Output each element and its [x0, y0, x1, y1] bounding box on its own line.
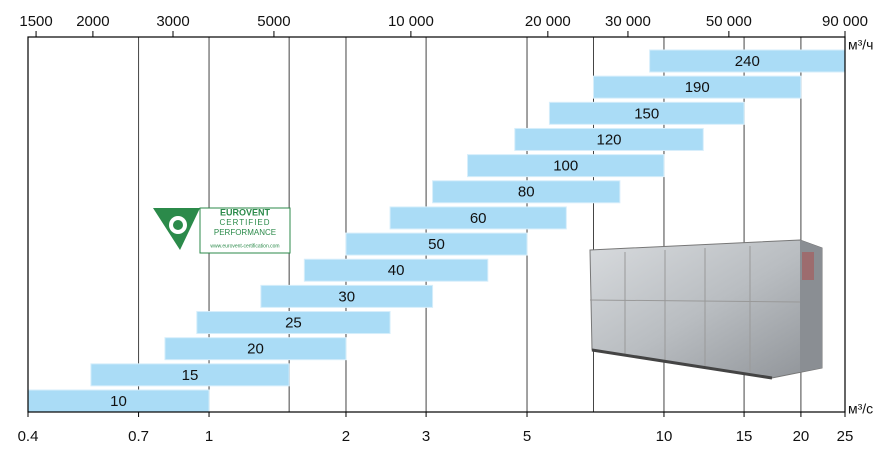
logo-text: EUROVENT — [220, 207, 271, 217]
x-tick-label: 25 — [837, 428, 854, 445]
x2-tick-label: 1500 — [19, 13, 52, 30]
x-tick-label: 10 — [656, 428, 673, 445]
x-unit: м³/с — [848, 401, 873, 417]
x2-tick-label: 30 000 — [605, 13, 651, 30]
x-tick-label: 15 — [736, 428, 753, 445]
bar-label: 60 — [470, 210, 487, 227]
bar-label: 240 — [735, 53, 760, 70]
bar-label: 25 — [285, 315, 302, 332]
x-tick-label: 3 — [422, 428, 430, 445]
bar — [196, 311, 391, 335]
x-tick-label: 20 — [793, 428, 810, 445]
bar-label: 40 — [388, 262, 405, 279]
x2-tick-label: 20 000 — [525, 13, 571, 30]
product-photo — [589, 239, 823, 380]
x-tick-label: 0.4 — [18, 428, 39, 445]
bar-label: 80 — [518, 184, 535, 201]
x-tick-label: 5 — [523, 428, 531, 445]
x2-unit: м³/ч — [848, 37, 873, 53]
bar-label: 10 — [110, 393, 127, 410]
bar-label: 120 — [597, 131, 622, 148]
bar — [592, 75, 802, 99]
bar — [467, 154, 665, 178]
logo-text: www.eurovent-certification.com — [210, 243, 279, 249]
bar — [260, 284, 434, 308]
x-tick-label: 0.7 — [128, 428, 149, 445]
bar-label: 150 — [634, 105, 659, 122]
x2-tick-label: 10 000 — [388, 13, 434, 30]
x2-tick-label: 5000 — [257, 13, 290, 30]
x-tick-label: 2 — [342, 428, 350, 445]
logo-text: PERFORMANCE — [214, 228, 276, 237]
eurovent-logo: EUROVENT CERTIFIED PERFORMANCE www.eurov… — [153, 207, 291, 254]
bar — [548, 101, 745, 125]
bar — [389, 206, 567, 230]
bar — [345, 232, 528, 256]
bar-label: 50 — [428, 236, 445, 253]
logo-text: CERTIFIED — [219, 218, 270, 227]
bar — [164, 337, 347, 361]
bar — [514, 127, 704, 151]
bar — [432, 180, 621, 204]
x2-tick-label: 50 000 — [706, 13, 752, 30]
bar — [303, 258, 489, 282]
x2-tick-label: 2000 — [76, 13, 109, 30]
x2-tick-label: 3000 — [156, 13, 189, 30]
bar-label: 30 — [338, 288, 355, 305]
bar — [90, 363, 290, 387]
plot-frame — [27, 36, 846, 413]
bar-label: 100 — [553, 158, 578, 175]
bar-label: 190 — [685, 79, 710, 96]
x-tick-label: 1 — [205, 428, 213, 445]
bar-label: 20 — [247, 341, 264, 358]
bar-label: 15 — [182, 367, 199, 384]
bars: 10 15 20 25 30 40 50 60 80 100 120 150 190 240 — [27, 49, 846, 413]
x2-tick-label: 90 000 — [822, 13, 868, 30]
